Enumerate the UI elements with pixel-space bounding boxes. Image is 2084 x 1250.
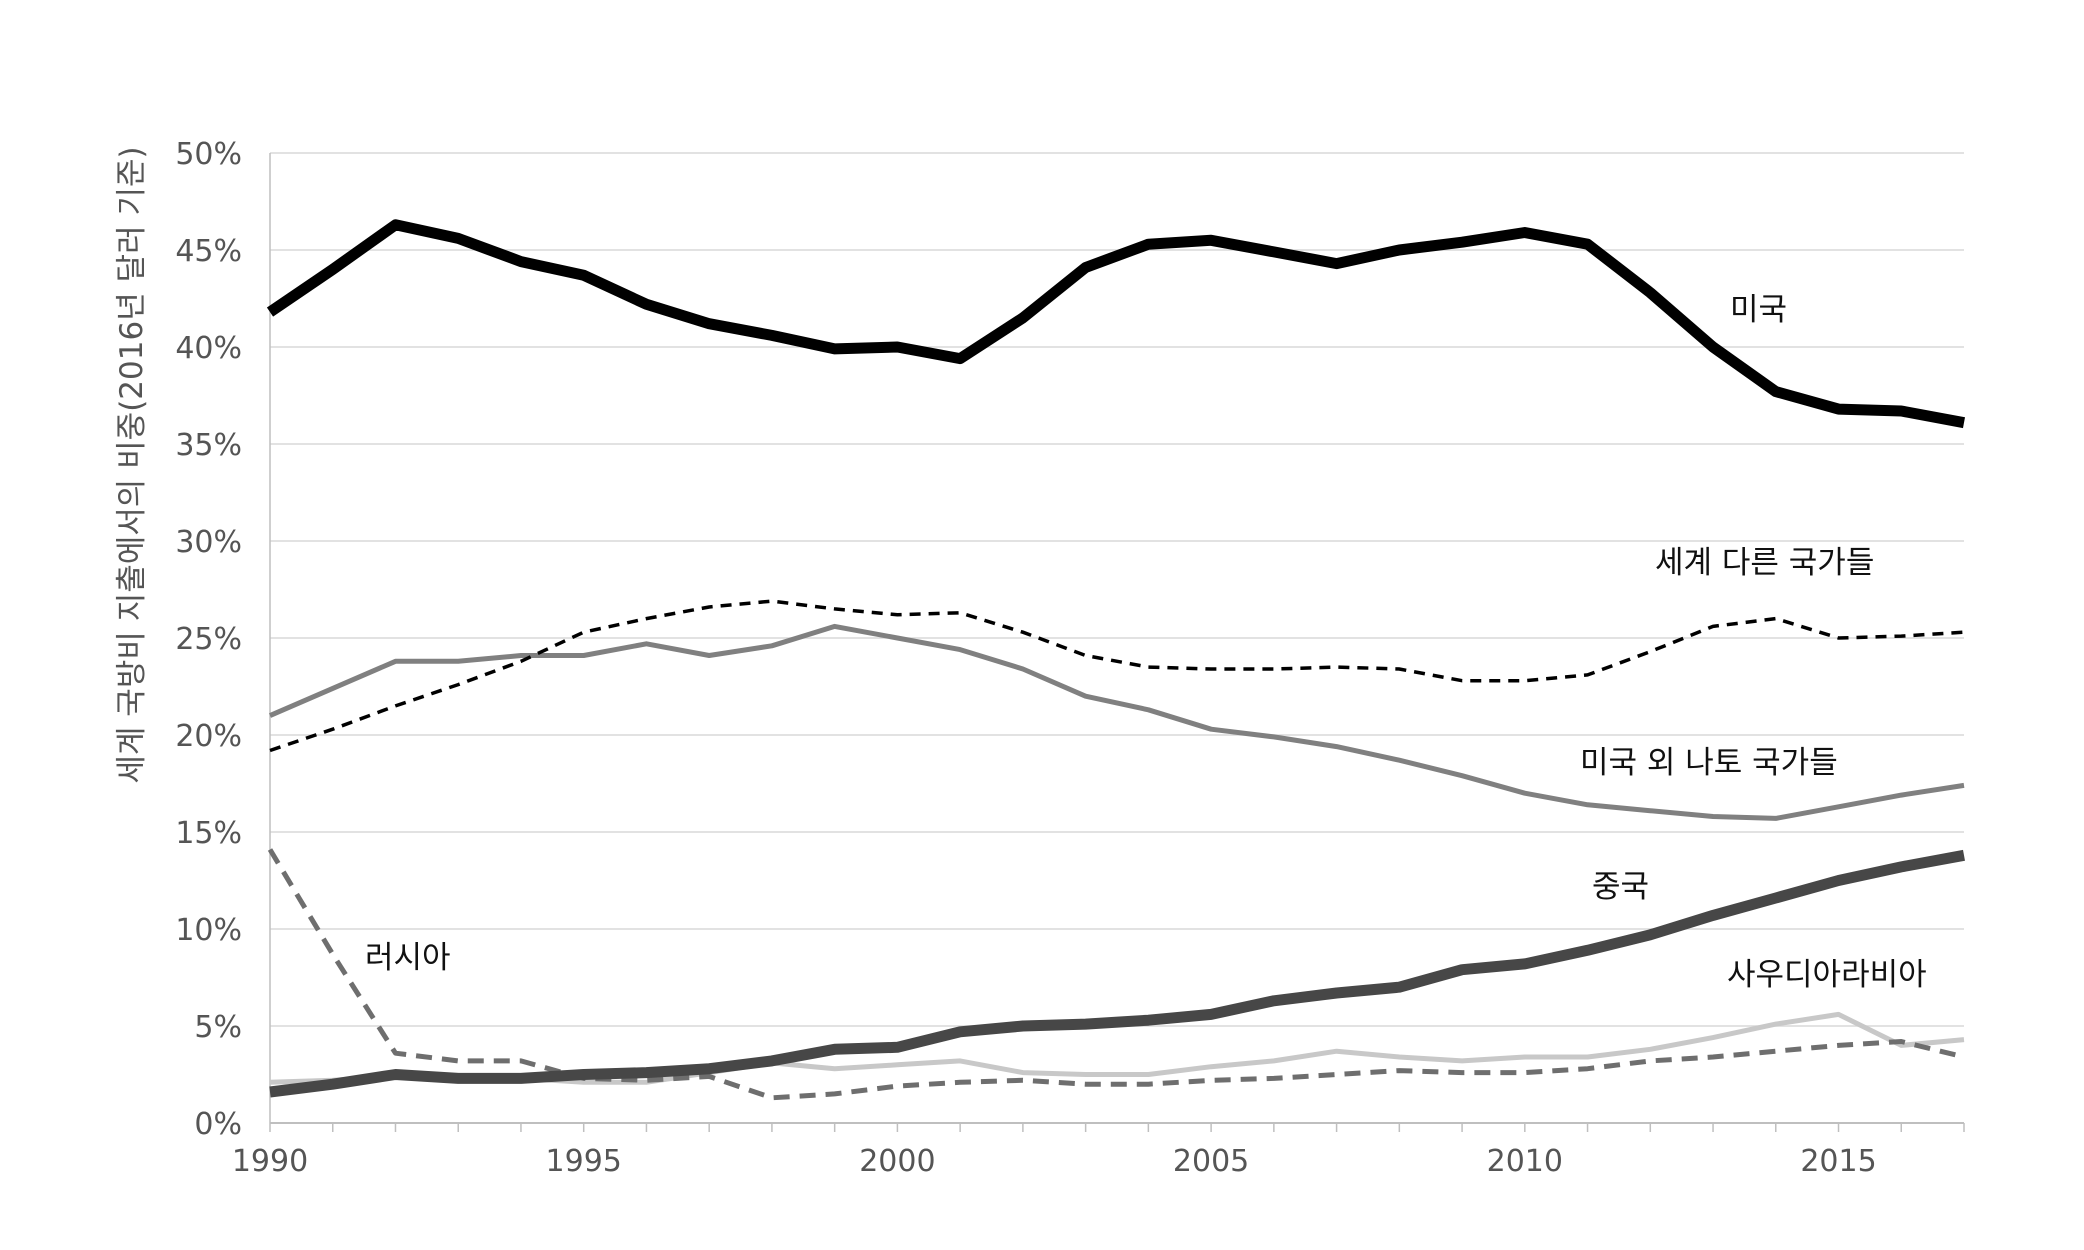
y-tick-label: 25% [175, 622, 242, 657]
y-tick-label: 50% [175, 137, 242, 172]
y-tick-label: 30% [175, 525, 242, 560]
y-axis-label: 세계 국방비 지출에서의 비중(2016년 달러 기준) [114, 146, 150, 783]
x-tick-label: 1990 [232, 1144, 308, 1179]
y-tick-label: 10% [175, 913, 242, 948]
series-line [269, 849, 1966, 1098]
series-label: 세계 다른 국가들 [1655, 545, 1874, 581]
y-tick-labels: 0% 5% 10% 15% 20% 25% 30% 35% 40% 45% 50% [175, 137, 242, 1142]
series-line [269, 623, 1965, 821]
series-line [266, 219, 1966, 429]
x-tick-labels: 1990 1995 2000 2005 2010 2015 [232, 1144, 1877, 1179]
series-line [267, 848, 1965, 1101]
series-label: 미국 [1730, 292, 1787, 328]
y-tick-label: 40% [175, 331, 242, 366]
axes [269, 153, 1965, 1132]
series-line [269, 599, 1965, 753]
x-tick-label: 2010 [1487, 1144, 1563, 1179]
series-label: 중국 [1592, 869, 1649, 905]
series-label: 사우디아라비아 [1727, 957, 1927, 993]
x-tick-label: 2005 [1173, 1144, 1249, 1179]
series-lines [266, 219, 1966, 1101]
y-tick-label: 35% [175, 428, 242, 463]
y-tick-label: 20% [175, 719, 242, 754]
x-tick-label: 1995 [546, 1144, 622, 1179]
x-tick-label: 2000 [859, 1144, 935, 1179]
y-tick-label: 45% [175, 234, 242, 269]
y-tick-label: 5% [194, 1010, 242, 1045]
series-label: 미국 외 나토 국가들 [1580, 745, 1838, 781]
x-tick-label: 2015 [1800, 1144, 1876, 1179]
y-tick-label: 15% [175, 816, 242, 851]
gridlines [270, 152, 1964, 1027]
y-tick-label: 0% [194, 1107, 242, 1142]
series-label: 러시아 [365, 940, 451, 976]
